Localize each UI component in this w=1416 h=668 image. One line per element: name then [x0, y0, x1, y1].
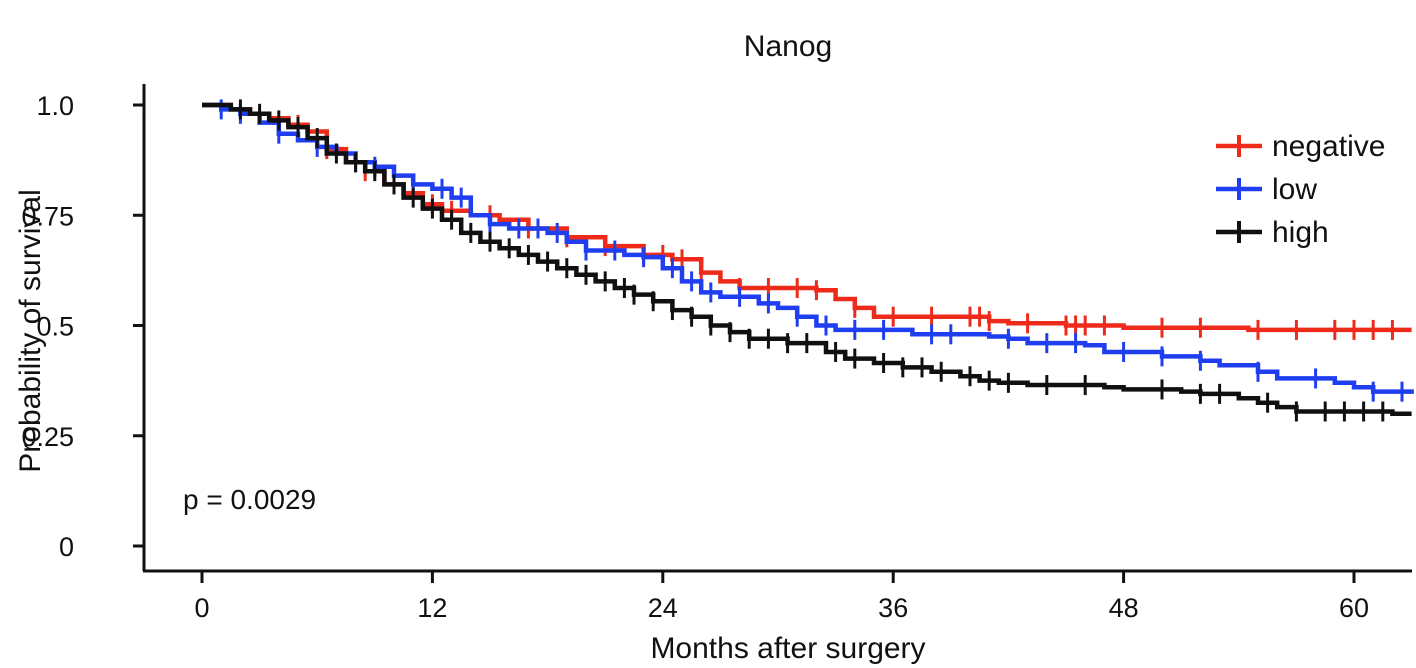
- x-tick-label: 48: [1109, 593, 1139, 623]
- x-tick-label: 12: [417, 593, 447, 623]
- chart-title: Nanog: [744, 30, 832, 63]
- y-tick-label: 0.5: [36, 312, 74, 342]
- series-negative: [202, 102, 1412, 340]
- y-tick-label: 1.0: [36, 91, 74, 121]
- x-axis-label: Months after surgery: [650, 632, 925, 665]
- x-tick-label: 60: [1339, 593, 1369, 623]
- legend-label-low: low: [1272, 173, 1317, 206]
- y-axis: 0 0.25 0.5 0.75 1.0: [21, 84, 146, 571]
- legend-item-high: high: [1216, 216, 1329, 249]
- y-tick-label: 0.25: [21, 422, 74, 452]
- y-tick-label: 0: [59, 532, 74, 562]
- survival-curves: [202, 99, 1414, 422]
- legend-label-negative: negative: [1272, 130, 1385, 163]
- legend-item-negative: negative: [1216, 130, 1385, 163]
- x-axis: 0 12 24 36 48 60: [143, 569, 1412, 623]
- y-tick-label: 0.75: [21, 201, 74, 231]
- y-ticks: 0 0.25 0.5 0.75 1.0: [21, 91, 144, 562]
- x-ticks: 0 12 24 36 48 60: [194, 571, 1369, 623]
- legend: negative low high: [1216, 130, 1385, 249]
- survival-line-negative: [202, 102, 1412, 333]
- legend-label-high: high: [1272, 216, 1329, 249]
- p-value-annotation: p = 0.0029: [183, 484, 316, 515]
- x-tick-label: 24: [648, 593, 678, 623]
- legend-item-low: low: [1216, 173, 1317, 206]
- x-tick-label: 0: [194, 593, 209, 623]
- series-high: [202, 99, 1412, 422]
- x-tick-label: 36: [878, 593, 908, 623]
- y-axis-label: Probability of survival: [14, 189, 47, 472]
